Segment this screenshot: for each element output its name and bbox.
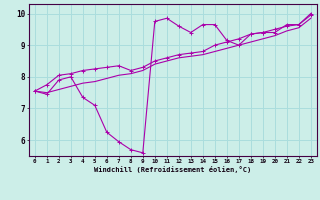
X-axis label: Windchill (Refroidissement éolien,°C): Windchill (Refroidissement éolien,°C) [94, 166, 252, 173]
